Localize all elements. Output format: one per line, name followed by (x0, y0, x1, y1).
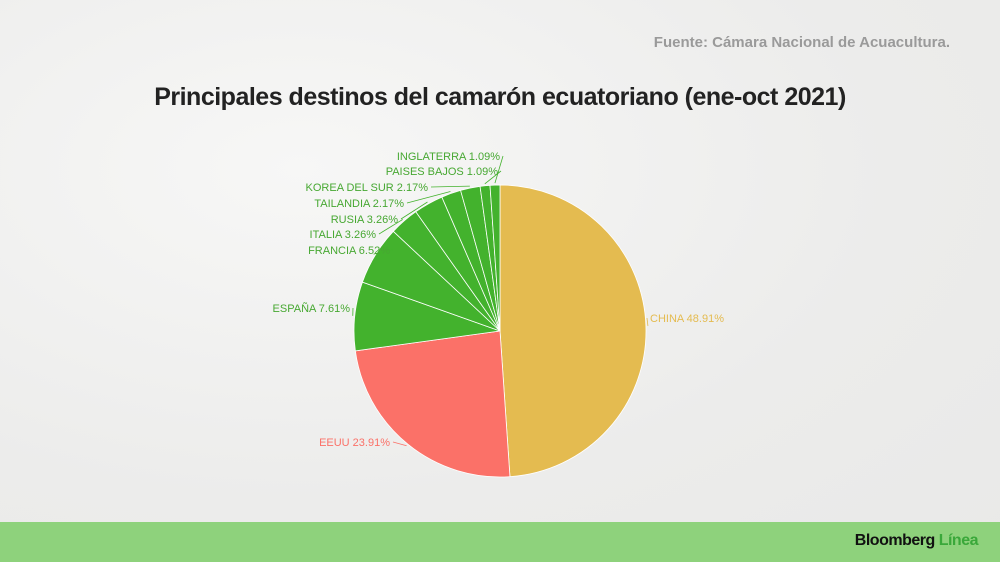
leader-line (378, 219, 403, 235)
slice-label: TAILANDIA 2.17% (314, 198, 404, 210)
slice-label: ITALIA 3.26% (310, 229, 377, 241)
leader-line (392, 441, 407, 447)
footer-bar: Bloomberg Línea (0, 522, 1000, 562)
leader-line (494, 155, 504, 184)
leader-line (646, 317, 649, 327)
slice-label: RUSIA 3.26% (331, 214, 398, 226)
slice-label: EEUU 23.91% (319, 437, 390, 449)
slice-label: PAISES BAJOS 1.09% (386, 166, 499, 178)
slice-label: CHINA 48.91% (650, 313, 724, 325)
leader-line (400, 201, 428, 220)
chart-title: Principales destinos del camarón ecuator… (154, 83, 846, 111)
slice-inglaterra (489, 184, 501, 332)
leader-line (430, 185, 470, 188)
leader-line (406, 191, 451, 204)
slice-label: KOREA DEL SUR 2.17% (306, 182, 429, 194)
slice-label: ESPAÑA 7.61% (273, 302, 351, 315)
brand-logo: Bloomberg Línea (854, 532, 979, 549)
slice-label: INGLATERRA 1.09% (397, 151, 500, 163)
slice-china (499, 184, 647, 478)
leader-line (373, 249, 394, 255)
slice-eeuu (354, 330, 511, 478)
slice-label: FRANCIA 6.52% (308, 245, 390, 257)
source-note: Fuente: Cámara Nacional de Acuacultura. (653, 34, 950, 51)
